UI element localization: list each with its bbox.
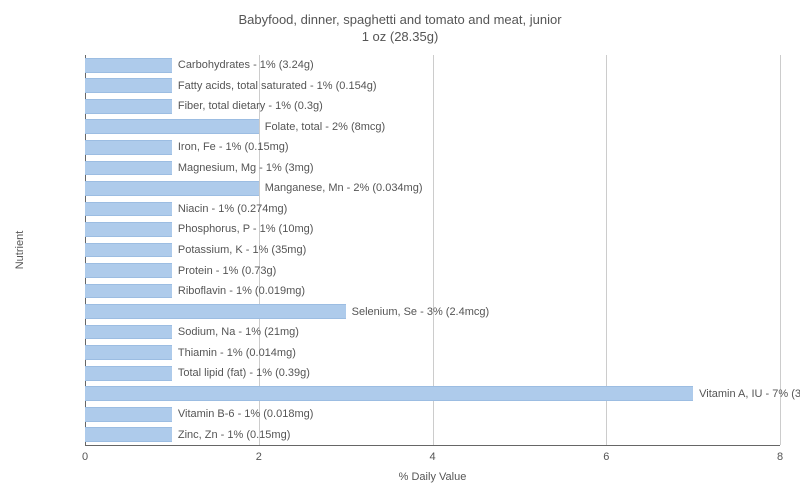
- bar: [85, 345, 172, 360]
- bar-label: Protein - 1% (0.73g): [172, 265, 276, 277]
- bar-label: Vitamin A, IU - 7% (356IU): [693, 388, 800, 400]
- bar: [85, 140, 172, 155]
- x-tick-label: 8: [777, 451, 783, 463]
- bar-label: Carbohydrates - 1% (3.24g): [172, 59, 314, 71]
- bar-label: Iron, Fe - 1% (0.15mg): [172, 141, 289, 153]
- x-axis-label: % Daily Value: [85, 471, 780, 483]
- bar-label: Selenium, Se - 3% (2.4mcg): [346, 306, 490, 318]
- bar-row: Carbohydrates - 1% (3.24g): [85, 58, 314, 73]
- bar-label: Fatty acids, total saturated - 1% (0.154…: [172, 80, 377, 92]
- bar-row: Vitamin B-6 - 1% (0.018mg): [85, 407, 313, 422]
- bar-row: Magnesium, Mg - 1% (3mg): [85, 161, 314, 176]
- bar: [85, 386, 693, 401]
- bar-label: Sodium, Na - 1% (21mg): [172, 326, 299, 338]
- bar-label: Potassium, K - 1% (35mg): [172, 244, 306, 256]
- bar: [85, 161, 172, 176]
- bar-label: Thiamin - 1% (0.014mg): [172, 347, 296, 359]
- bar-label: Folate, total - 2% (8mcg): [259, 121, 385, 133]
- bar: [85, 243, 172, 258]
- bar-row: Selenium, Se - 3% (2.4mcg): [85, 304, 489, 319]
- bar-row: Manganese, Mn - 2% (0.034mg): [85, 181, 423, 196]
- bar-row: Potassium, K - 1% (35mg): [85, 243, 306, 258]
- bar-row: Vitamin A, IU - 7% (356IU): [85, 386, 800, 401]
- bar: [85, 427, 172, 442]
- bar-label: Phosphorus, P - 1% (10mg): [172, 223, 314, 235]
- bar: [85, 366, 172, 381]
- bar: [85, 325, 172, 340]
- y-axis-label: Nutrient: [14, 231, 26, 270]
- nutrition-chart: Babyfood, dinner, spaghetti and tomato a…: [0, 0, 800, 500]
- bar: [85, 202, 172, 217]
- bar-label: Magnesium, Mg - 1% (3mg): [172, 162, 314, 174]
- bar-label: Manganese, Mn - 2% (0.034mg): [259, 182, 423, 194]
- bar-label: Vitamin B-6 - 1% (0.018mg): [172, 408, 314, 420]
- bar: [85, 58, 172, 73]
- bar: [85, 407, 172, 422]
- bar-label: Niacin - 1% (0.274mg): [172, 203, 287, 215]
- bar-label: Zinc, Zn - 1% (0.15mg): [172, 429, 290, 441]
- bar-row: Riboflavin - 1% (0.019mg): [85, 284, 305, 299]
- bar-label: Riboflavin - 1% (0.019mg): [172, 285, 305, 297]
- bar-row: Folate, total - 2% (8mcg): [85, 119, 385, 134]
- chart-title-line1: Babyfood, dinner, spaghetti and tomato a…: [0, 12, 800, 29]
- bar-row: Zinc, Zn - 1% (0.15mg): [85, 427, 290, 442]
- bar: [85, 222, 172, 237]
- bar-row: Phosphorus, P - 1% (10mg): [85, 222, 313, 237]
- chart-title-block: Babyfood, dinner, spaghetti and tomato a…: [0, 0, 800, 46]
- x-tick-label: 6: [603, 451, 609, 463]
- bar-row: Sodium, Na - 1% (21mg): [85, 325, 299, 340]
- x-tick-label: 2: [256, 451, 262, 463]
- bar: [85, 99, 172, 114]
- bar-label: Fiber, total dietary - 1% (0.3g): [172, 100, 323, 112]
- bar: [85, 263, 172, 278]
- bar-row: Fiber, total dietary - 1% (0.3g): [85, 99, 323, 114]
- bar: [85, 78, 172, 93]
- bar-row: Thiamin - 1% (0.014mg): [85, 345, 296, 360]
- x-tick-label: 0: [82, 451, 88, 463]
- bar-row: Iron, Fe - 1% (0.15mg): [85, 140, 289, 155]
- bar: [85, 284, 172, 299]
- bar: [85, 181, 259, 196]
- bar-row: Fatty acids, total saturated - 1% (0.154…: [85, 78, 377, 93]
- plot-area: 02468Carbohydrates - 1% (3.24g)Fatty aci…: [85, 55, 780, 445]
- bar-row: Niacin - 1% (0.274mg): [85, 202, 287, 217]
- x-axis-line: [85, 445, 780, 446]
- bar-label: Total lipid (fat) - 1% (0.39g): [172, 367, 310, 379]
- x-tick-label: 4: [429, 451, 435, 463]
- bar-row: Total lipid (fat) - 1% (0.39g): [85, 366, 310, 381]
- chart-title-line2: 1 oz (28.35g): [0, 29, 800, 46]
- bar: [85, 304, 346, 319]
- bar: [85, 119, 259, 134]
- bar-row: Protein - 1% (0.73g): [85, 263, 276, 278]
